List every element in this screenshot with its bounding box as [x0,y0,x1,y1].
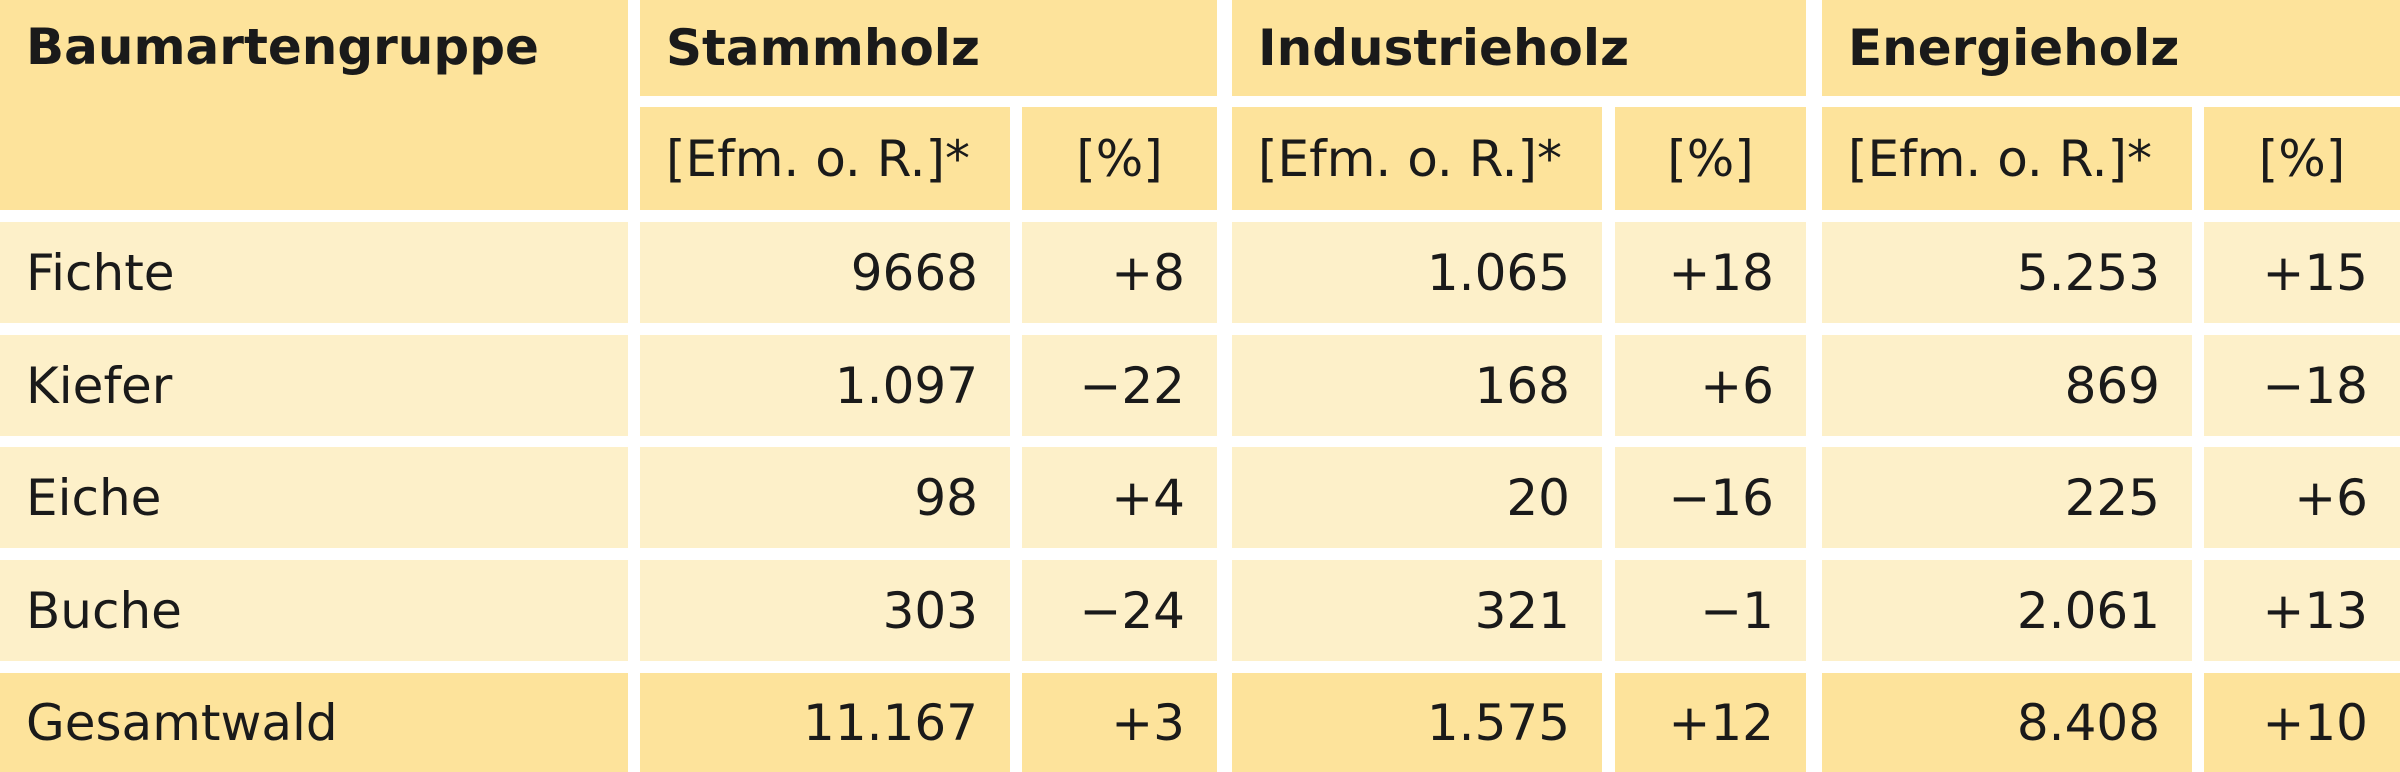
cell-value: −24 [1022,560,1217,661]
cell-value: −16 [1615,447,1806,548]
header-first: Baumartengruppe [0,0,628,210]
cell-value: 20 [1232,447,1602,548]
cell-value: 8.408 [1822,673,2192,772]
header-unit: [%] [2204,107,2400,210]
cell-value: +3 [1022,673,1217,772]
cell-value: +8 [1022,222,1217,323]
row-label: Gesamtwald [0,673,628,772]
cell-value: +15 [2204,222,2400,323]
cell-value: +6 [2204,447,2400,548]
cell-value: 98 [640,447,1010,548]
header-group: Energieholz [1822,0,2400,96]
cell-value: 2.061 [1822,560,2192,661]
header-group: Stammholz [640,0,1217,96]
cell-value: +4 [1022,447,1217,548]
header-unit: [%] [1615,107,1806,210]
cell-value: 225 [1822,447,2192,548]
header-unit: [Efm. o. R.]* [1822,107,2192,210]
cell-value: 5.253 [1822,222,2192,323]
cell-value: 168 [1232,335,1602,436]
cell-value: 1.097 [640,335,1010,436]
cell-value: +12 [1615,673,1806,772]
cell-value: −1 [1615,560,1806,661]
row-label: Fichte [0,222,628,323]
cell-value: +6 [1615,335,1806,436]
row-label: Eiche [0,447,628,548]
cell-value: −18 [2204,335,2400,436]
header-unit: [Efm. o. R.]* [640,107,1010,210]
cell-value: 321 [1232,560,1602,661]
header-unit: [Efm. o. R.]* [1232,107,1602,210]
row-label: Kiefer [0,335,628,436]
header-group: Industrieholz [1232,0,1806,96]
cell-value: −22 [1022,335,1217,436]
cell-value: 11.167 [640,673,1010,772]
cell-value: 869 [1822,335,2192,436]
cell-value: +13 [2204,560,2400,661]
row-label: Buche [0,560,628,661]
cell-value: +10 [2204,673,2400,772]
header-unit: [%] [1022,107,1217,210]
cell-value: 1.065 [1232,222,1602,323]
cell-value: 1.575 [1232,673,1602,772]
cell-value: +18 [1615,222,1806,323]
cell-value: 303 [640,560,1010,661]
cell-value: 9668 [640,222,1010,323]
